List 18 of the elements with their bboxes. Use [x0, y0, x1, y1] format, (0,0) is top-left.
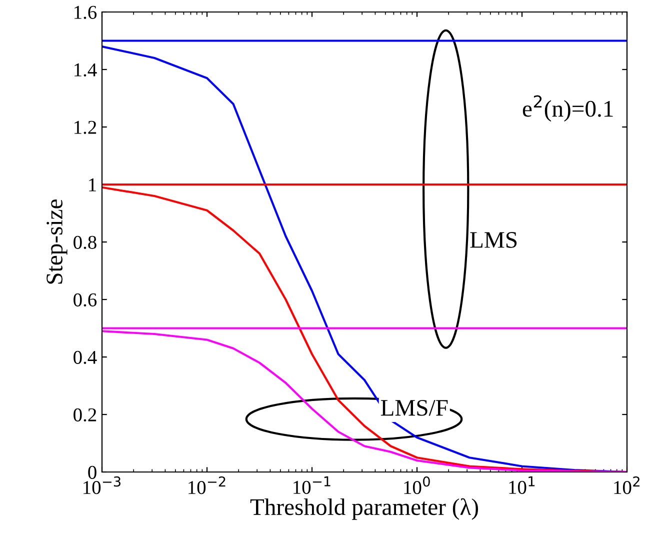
x-tick-label: 10$^{−2}$ [188, 476, 226, 494]
x-tick-label: 10$^{−1}$ [294, 476, 330, 494]
y-tick-label: 1 [89, 178, 96, 192]
x-tick-label: 10$^{2}$ [614, 476, 640, 494]
y-tick-label: 0.8 [74, 236, 96, 250]
x-axis-title: Threshold parameter (λ) [250, 498, 478, 520]
x-tick-label: 10$^{1}$ [509, 476, 535, 494]
y-tick-label: 1.4 [74, 63, 97, 77]
x-tick-label: 10$^{0}$ [404, 476, 430, 494]
annotation: LMS/F [380, 400, 448, 416]
y-tick-label: 0.4 [74, 350, 97, 364]
y-tick-label: 1.6 [74, 6, 97, 20]
y-tick-label: 0.6 [74, 293, 97, 307]
y-tick-label: 1.2 [74, 120, 96, 134]
annotation: LMS [470, 232, 517, 248]
annotation: e$^{2}$(n)=0.1 [522, 95, 613, 122]
y-tick-label: 0.2 [74, 408, 96, 422]
y-axis-title: Step-size [46, 200, 68, 284]
